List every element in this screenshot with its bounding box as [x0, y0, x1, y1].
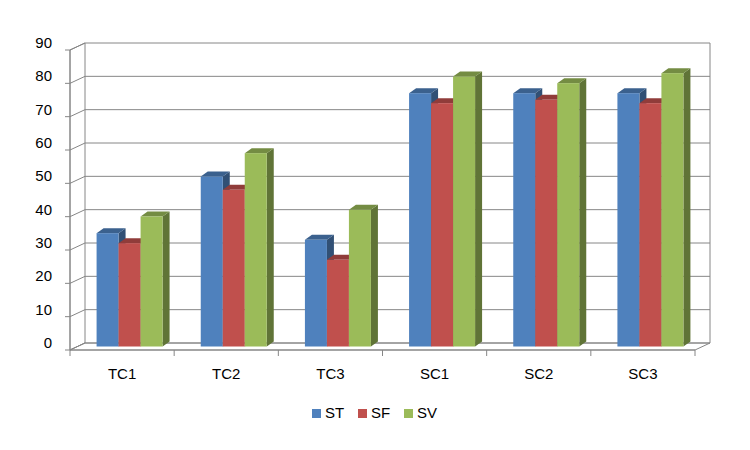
bar	[453, 72, 482, 347]
x-tick-label: TC2	[212, 365, 240, 382]
bar-front	[661, 73, 683, 346]
grid-line	[70, 76, 710, 83]
back-wall-edge	[710, 43, 711, 343]
y-tick	[65, 83, 70, 84]
bar-top	[557, 78, 586, 83]
bar-top	[409, 88, 438, 93]
x-tick	[174, 350, 175, 356]
x-tick-label: SC3	[628, 365, 657, 382]
y-tick	[65, 216, 70, 217]
y-tick-label: 20	[35, 267, 52, 284]
y-tick	[65, 316, 70, 317]
grid-line	[70, 143, 710, 150]
bar-front	[201, 177, 223, 347]
bar-top	[305, 235, 334, 240]
bar	[245, 148, 274, 346]
y-tick	[65, 150, 70, 151]
y-tick-label: 60	[35, 134, 52, 151]
x-tick	[486, 350, 487, 356]
bar-front	[453, 77, 475, 347]
bar-top	[661, 68, 690, 73]
x-tick	[695, 350, 696, 356]
bar-front	[639, 103, 661, 346]
bar-top	[349, 205, 378, 210]
bar-front	[535, 100, 557, 347]
bar-side	[371, 205, 378, 347]
y-tick-label: 10	[35, 301, 52, 318]
bar-front	[223, 190, 245, 347]
y-tick	[65, 350, 70, 351]
legend-swatch	[358, 409, 367, 418]
bars	[97, 68, 691, 346]
bar-front	[141, 217, 163, 347]
y-tick	[65, 50, 70, 51]
y-tick-label: 0	[44, 334, 52, 351]
bar-side	[475, 72, 482, 347]
bar-top	[141, 212, 170, 217]
x-tick-label: TC3	[316, 365, 344, 382]
y-tick-label: 50	[35, 167, 52, 184]
page: {"chart_data": {"type": "bar", "categori…	[0, 0, 750, 450]
legend-label: SV	[417, 404, 437, 421]
y-tick	[65, 183, 70, 184]
bar-front	[245, 153, 267, 346]
x-tick	[590, 350, 591, 356]
y-tick-label: 70	[35, 101, 52, 118]
bar-side	[267, 148, 274, 346]
x-tick-label: TC1	[108, 365, 136, 382]
bar-front	[349, 210, 371, 347]
side-wall	[70, 43, 85, 350]
y-tick-label: 40	[35, 201, 52, 218]
grid-line	[70, 176, 710, 183]
legend-swatch	[312, 409, 321, 418]
y-tick	[65, 250, 70, 251]
y-axis	[70, 50, 71, 350]
bar-front	[97, 233, 119, 346]
grid-line	[70, 110, 710, 117]
legend-label: SF	[371, 404, 390, 421]
bar	[349, 205, 378, 347]
bar-side	[579, 78, 586, 346]
y-tick-label: 30	[35, 234, 52, 251]
bar-front	[431, 103, 453, 346]
y-tick-label: 90	[35, 34, 52, 51]
bar	[557, 78, 586, 346]
x-tick	[382, 350, 383, 356]
bar-top	[201, 172, 230, 177]
bar-front	[305, 240, 327, 347]
legend-label: ST	[325, 404, 344, 421]
x-tick	[70, 350, 71, 356]
bar	[661, 68, 690, 346]
bar-front	[617, 93, 639, 346]
x-tick-label: SC2	[524, 365, 553, 382]
bar-top	[453, 72, 482, 77]
bar-front	[409, 93, 431, 346]
bar-top	[97, 228, 126, 233]
bar-top	[513, 88, 542, 93]
bar-side	[683, 68, 690, 346]
y-tick	[65, 116, 70, 117]
bar-front	[327, 260, 349, 347]
legend-swatch	[404, 409, 413, 418]
bar	[141, 212, 170, 347]
x-tick-label: SC1	[420, 365, 449, 382]
grid-line	[70, 43, 710, 50]
bar-front	[513, 93, 535, 346]
chart: 0 10 20 30 40 50 60 70 80 90 TC1 TC2 TC3 SC1 SC2 SC3 ST S…	[0, 0, 750, 450]
bar-top	[617, 88, 646, 93]
bar-front	[557, 83, 579, 346]
y-tick	[65, 283, 70, 284]
x-tick	[278, 350, 279, 356]
y-tick-label: 80	[35, 67, 52, 84]
bar-front	[119, 243, 141, 346]
bar-side	[163, 212, 170, 347]
bar-top	[245, 148, 274, 153]
